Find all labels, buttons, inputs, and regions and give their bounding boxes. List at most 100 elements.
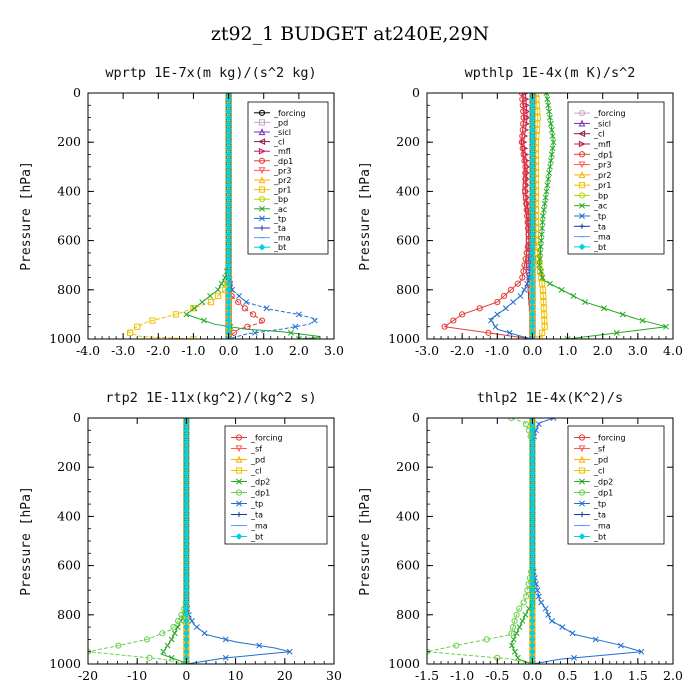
point-tp <box>529 93 536 96</box>
legend-marker <box>578 489 586 496</box>
point-dp1 <box>509 624 517 631</box>
legend-label: _tp <box>593 500 606 509</box>
point-bt <box>529 519 536 526</box>
point-tp <box>295 311 302 318</box>
point-ac <box>541 200 548 207</box>
point-tp <box>243 299 250 306</box>
point-dp2 <box>525 605 532 612</box>
x-tick-label: 20 <box>277 668 293 683</box>
legend-marker <box>258 167 266 175</box>
point-bt <box>225 120 232 128</box>
point-ac <box>549 133 556 140</box>
x-tick-label: -3.0 <box>111 343 135 358</box>
legend-label: _bt <box>593 243 606 252</box>
legend-label: _bt <box>593 533 606 542</box>
x-tick-label: 1.0 <box>593 668 613 683</box>
point-dp1 <box>508 418 515 422</box>
legend-label: _dp1 <box>273 157 293 166</box>
point-dp1 <box>522 182 529 189</box>
point-tp <box>502 305 509 312</box>
point-dp1 <box>523 200 530 207</box>
point-pr1 <box>540 299 547 306</box>
point-bt <box>183 556 190 563</box>
point-ac <box>558 286 565 293</box>
point-dp1 <box>511 617 518 625</box>
legend-marker <box>259 205 265 212</box>
point-bt <box>529 531 536 539</box>
point-tp <box>529 336 536 339</box>
point-tp <box>545 611 552 618</box>
point-bt <box>529 188 536 195</box>
point-tp <box>263 305 270 312</box>
point-ac <box>546 169 553 176</box>
point-dp2 <box>519 617 526 624</box>
point-bt <box>529 243 536 251</box>
point-bt <box>529 494 536 502</box>
point-bt <box>225 108 232 115</box>
point-bt <box>183 457 190 465</box>
point-tp <box>286 648 293 655</box>
panel-1: wprtp 1E-7x(m kg)/(s^2 kg) Pressure [hPa]… <box>19 65 344 358</box>
point-bt <box>183 494 190 502</box>
point-bt <box>529 513 536 520</box>
y-tick-label: 0 <box>412 410 420 425</box>
panels: wprtp 1E-7x(m kg)/(s^2 kg) Pressure [hPa]… <box>19 65 683 683</box>
point-tp <box>492 323 499 330</box>
point-dp1 <box>523 593 530 600</box>
point-bt <box>225 311 232 318</box>
y-tick-label: 1000 <box>388 656 420 671</box>
y-axis-label: Pressure [hPa] <box>19 161 34 271</box>
point-mfl <box>524 163 531 171</box>
point-bt <box>529 237 536 244</box>
legend-marker <box>578 161 586 169</box>
y-tick-label: 0 <box>412 85 420 100</box>
point-pr1 <box>538 329 546 336</box>
point-bt <box>529 433 536 440</box>
point-ac <box>539 219 546 226</box>
point-dp1 <box>521 262 528 269</box>
point-bt <box>529 648 536 656</box>
point-dp1 <box>520 599 527 606</box>
y-tick-label: 0 <box>73 85 81 100</box>
legend-marker <box>578 467 586 474</box>
point-bt <box>529 549 536 557</box>
point-tp <box>193 624 200 631</box>
point-ac <box>619 311 626 318</box>
legend-label: _pd <box>250 456 265 465</box>
point-ac <box>547 114 553 121</box>
point-tp <box>592 636 599 643</box>
legend-marker <box>578 243 586 251</box>
point-tp <box>533 581 540 588</box>
legend-marker <box>259 215 265 222</box>
y-tick-label: 800 <box>396 607 420 622</box>
point-dp1 <box>513 611 520 618</box>
point-tp <box>532 427 539 434</box>
point-bt <box>529 163 536 171</box>
point-bt <box>183 586 190 594</box>
legend-label: _pd <box>593 456 608 465</box>
point-mfl <box>525 212 533 220</box>
point-dp1 <box>522 421 530 428</box>
point-bt <box>225 145 232 152</box>
point-bt <box>225 181 232 189</box>
point-dp1 <box>115 642 122 649</box>
legend-label: _sicl <box>593 119 611 128</box>
point-tp <box>292 323 299 330</box>
point-bt <box>183 543 190 551</box>
point-dp1 <box>483 636 490 643</box>
point-bt <box>225 163 232 171</box>
point-bt <box>225 126 232 134</box>
point-bt <box>529 470 536 477</box>
x-tick-label: 0.0 <box>522 668 542 683</box>
point-bt <box>529 286 536 294</box>
y-tick-label: 1000 <box>388 331 420 346</box>
point-dp1 <box>519 145 526 152</box>
point-ac <box>542 194 549 201</box>
point-bt <box>529 311 536 318</box>
point-ac <box>546 108 553 115</box>
point-bt <box>183 593 190 600</box>
series-line-dp2 <box>161 418 187 664</box>
panel-title: thlp2 1E-4x(K^2)/s <box>477 390 623 406</box>
series-group <box>427 418 645 664</box>
point-ac <box>218 280 225 287</box>
